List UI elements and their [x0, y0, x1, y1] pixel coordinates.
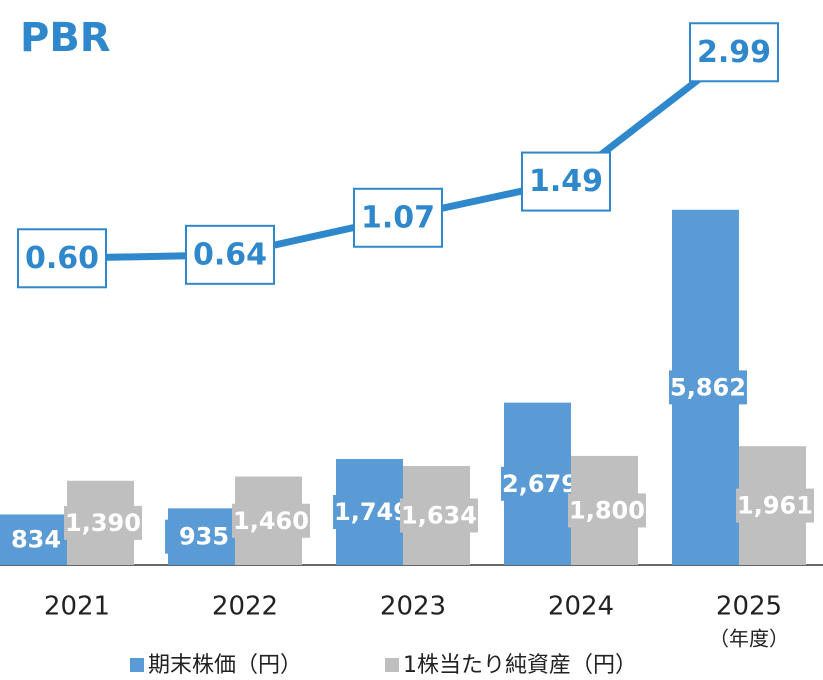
- value-label: 1,800: [569, 496, 645, 524]
- chart-title: PBR: [20, 15, 111, 61]
- value-label-box: [64, 505, 142, 540]
- line-label-box: [17, 228, 107, 289]
- line-label-box: [185, 224, 275, 285]
- value-label-box: [669, 370, 747, 405]
- line-value-label: 0.64: [193, 237, 267, 272]
- x-tick-label: 2022: [212, 592, 278, 622]
- value-label: 834: [11, 526, 61, 554]
- line-value-label: 2.99: [697, 35, 771, 70]
- x-tick-label: 2021: [44, 592, 110, 622]
- value-label-box: [333, 495, 411, 530]
- value-label: 2,679: [502, 470, 578, 498]
- line-value-label: 1.07: [361, 200, 435, 235]
- value-label: 5,862: [670, 373, 746, 401]
- x-unit-label: （年度）: [709, 627, 789, 651]
- line-value-label: 0.60: [25, 241, 99, 276]
- legend-swatch: [130, 658, 144, 672]
- value-label-box: [400, 498, 478, 533]
- x-tick-label: 2024: [548, 592, 614, 622]
- value-label: 1,961: [737, 492, 813, 520]
- x-tick-label: 2025: [716, 592, 782, 622]
- value-label: 935: [179, 523, 229, 551]
- value-label: 1,390: [65, 509, 141, 537]
- x-tick-label: 2023: [380, 592, 446, 622]
- value-label-box: [232, 503, 310, 538]
- line-label-box: [689, 22, 779, 83]
- value-label-box: [0, 522, 75, 557]
- legend-label: 1株当たり純資産（円）: [403, 653, 637, 678]
- legend-swatch: [385, 658, 399, 672]
- line-value-label: 1.49: [529, 164, 603, 199]
- line-label-box: [521, 151, 611, 212]
- value-label: 1,749: [334, 498, 410, 526]
- value-label-box: [568, 493, 646, 528]
- value-label-box: [165, 519, 243, 554]
- value-label-box: [501, 466, 579, 501]
- value-label: 1,634: [401, 501, 477, 529]
- line-label-box: [353, 187, 443, 248]
- value-label: 1,460: [233, 507, 309, 535]
- value-label-box: [736, 488, 814, 523]
- legend-label: 期末株価（円）: [148, 653, 302, 678]
